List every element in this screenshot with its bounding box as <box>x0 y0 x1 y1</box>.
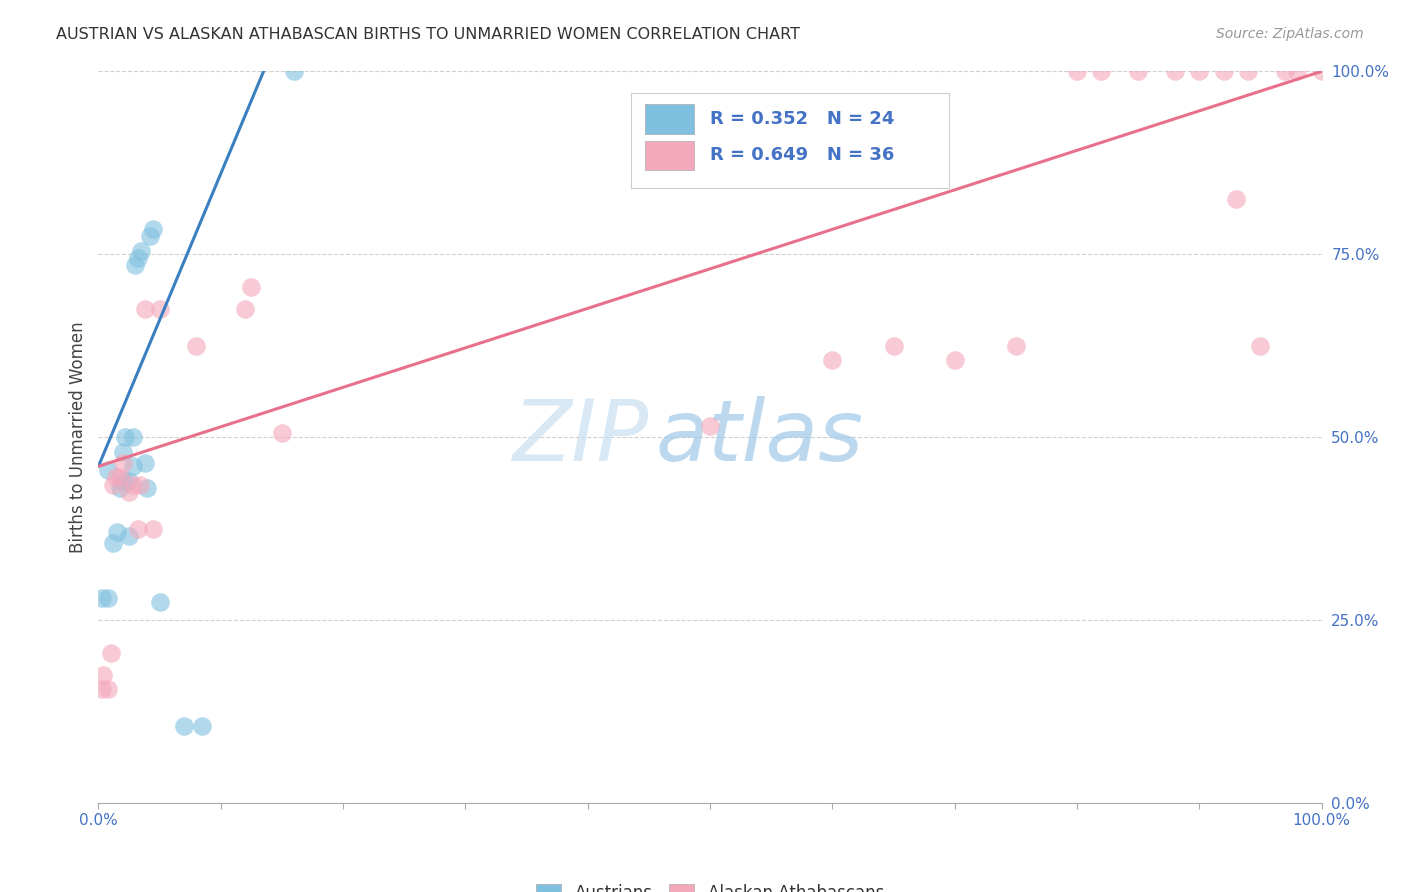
Point <box>129 477 152 491</box>
Point <box>699 419 721 434</box>
Point <box>943 353 966 368</box>
Point <box>111 474 134 488</box>
Point <box>111 444 134 458</box>
Point <box>173 719 195 733</box>
Point <box>821 353 844 368</box>
Legend: Austrians, Alaskan Athabascans: Austrians, Alaskan Athabascans <box>530 877 890 892</box>
Text: R = 0.352   N = 24: R = 0.352 N = 24 <box>710 110 894 128</box>
Text: Source: ZipAtlas.com: Source: ZipAtlas.com <box>1216 27 1364 41</box>
Point <box>139 228 162 243</box>
Point <box>283 64 305 78</box>
Point <box>186 338 208 352</box>
FancyBboxPatch shape <box>645 104 695 134</box>
Point <box>97 682 120 697</box>
Point <box>118 474 141 488</box>
Point <box>105 525 128 540</box>
Point <box>100 646 122 660</box>
Point <box>1310 64 1333 78</box>
Point <box>1128 64 1150 78</box>
Point <box>883 338 905 352</box>
Point <box>124 258 146 272</box>
Point <box>91 591 114 605</box>
Point <box>129 244 152 258</box>
Point <box>91 667 114 681</box>
Point <box>97 463 120 477</box>
FancyBboxPatch shape <box>630 94 949 188</box>
Point <box>110 470 132 484</box>
Point <box>1066 64 1088 78</box>
Point <box>142 521 165 535</box>
Point <box>114 430 136 444</box>
Point <box>1237 64 1260 78</box>
Y-axis label: Births to Unmarried Women: Births to Unmarried Women <box>69 321 87 553</box>
Point <box>149 594 172 608</box>
Point <box>233 301 256 317</box>
Point <box>118 485 141 500</box>
Text: ZIP: ZIP <box>513 395 650 479</box>
Text: AUSTRIAN VS ALASKAN ATHABASCAN BIRTHS TO UNMARRIED WOMEN CORRELATION CHART: AUSTRIAN VS ALASKAN ATHABASCAN BIRTHS TO… <box>56 27 800 42</box>
Point <box>101 477 124 491</box>
Point <box>110 481 132 495</box>
Point <box>1249 338 1271 352</box>
Point <box>1286 64 1309 78</box>
Point <box>121 459 143 474</box>
Point <box>127 251 149 265</box>
Point <box>191 719 214 733</box>
Point <box>1164 64 1187 78</box>
Point <box>142 221 165 235</box>
Point <box>1274 64 1296 78</box>
Point <box>134 301 156 317</box>
Point <box>1212 64 1234 78</box>
Point <box>1225 193 1247 207</box>
Point <box>121 430 143 444</box>
Point <box>97 591 120 605</box>
Point <box>270 426 294 441</box>
Point <box>111 456 134 470</box>
Point <box>118 529 141 543</box>
Point <box>1004 338 1026 352</box>
Point <box>127 521 149 535</box>
Point <box>240 280 263 294</box>
Text: R = 0.649   N = 36: R = 0.649 N = 36 <box>710 146 894 164</box>
Point <box>101 536 124 550</box>
Text: atlas: atlas <box>655 395 863 479</box>
Point <box>104 470 127 484</box>
Point <box>121 477 143 491</box>
Point <box>134 456 156 470</box>
FancyBboxPatch shape <box>645 141 695 170</box>
Point <box>1090 64 1112 78</box>
Point <box>91 682 114 697</box>
Point <box>149 301 172 317</box>
Point <box>136 481 159 495</box>
Point <box>1188 64 1211 78</box>
